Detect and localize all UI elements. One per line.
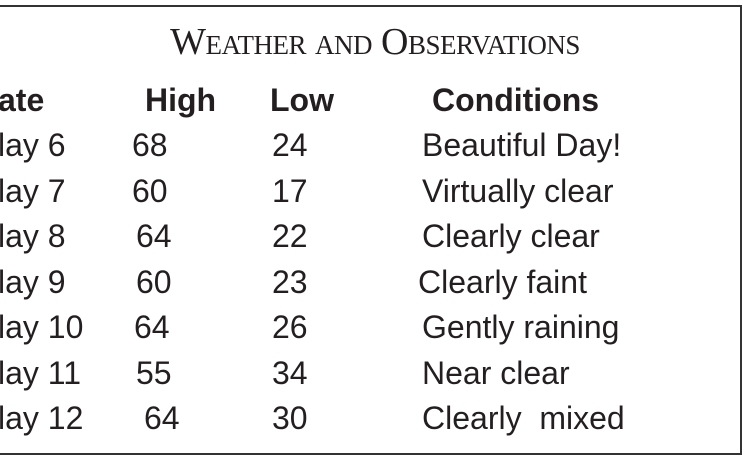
cell-conditions: Beautiful Day! xyxy=(422,127,622,163)
cell-high: 68 xyxy=(132,127,168,163)
cell-date: lay 10 xyxy=(0,309,84,345)
cell-date: lay 11 xyxy=(0,354,82,391)
header-conditions: Conditions xyxy=(432,82,600,118)
table-title: Weather and Observations xyxy=(170,21,580,63)
cell-high: 64 xyxy=(134,309,170,345)
cell-conditions: Gently raining xyxy=(422,309,620,345)
cell-low: 24 xyxy=(272,127,308,163)
header-low: Low xyxy=(270,82,334,118)
cell-date: lay 8 xyxy=(0,218,66,254)
cell-low: 17 xyxy=(272,172,308,209)
cell-date: lay 7 xyxy=(0,172,66,209)
table-border xyxy=(0,5,742,455)
cell-date: lay 6 xyxy=(0,127,66,163)
cell-high: 55 xyxy=(136,354,172,391)
cell-conditions: Virtually clear xyxy=(422,172,614,209)
cell-conditions: Clearly faint xyxy=(418,263,587,300)
cell-high: 64 xyxy=(136,218,172,254)
cell-date: lay 9 xyxy=(0,263,66,300)
cell-low: 34 xyxy=(272,354,308,391)
cell-high: 64 xyxy=(144,400,180,436)
cell-conditions: Clearly clear xyxy=(422,218,600,254)
header-high: High xyxy=(145,82,217,118)
cell-low: 26 xyxy=(272,309,308,345)
cell-conditions: Clearly mixed xyxy=(422,400,625,436)
cell-date: lay 12 xyxy=(0,400,84,436)
cell-low: 22 xyxy=(272,218,308,254)
cell-low: 30 xyxy=(272,400,308,436)
cell-high: 60 xyxy=(132,172,168,209)
header-date: ate xyxy=(0,82,45,118)
cell-high: 60 xyxy=(136,263,172,300)
cell-low: 23 xyxy=(272,263,308,300)
cell-conditions: Near clear xyxy=(422,354,570,391)
